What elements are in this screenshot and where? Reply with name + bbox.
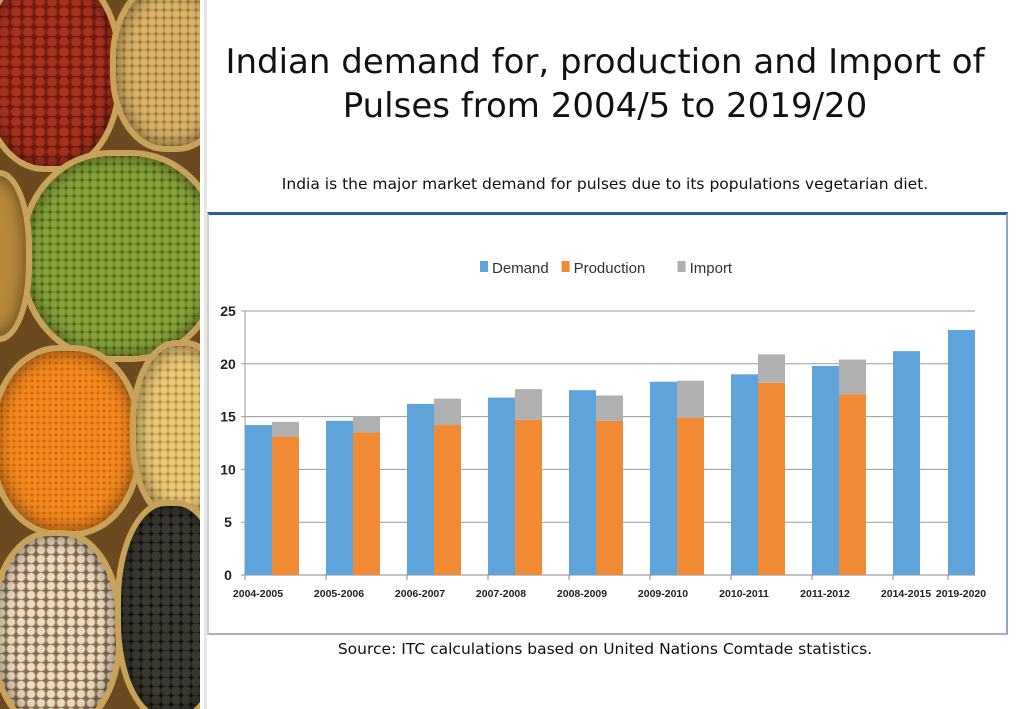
- bar-import: [353, 416, 380, 433]
- pulses-photo: [0, 0, 200, 709]
- x-tick-label: 2011-2012: [800, 588, 850, 600]
- bar-import: [272, 421, 299, 437]
- x-tick-label: 2007-2008: [476, 588, 526, 600]
- y-tick-label: 20: [220, 356, 236, 372]
- bar-import: [515, 389, 542, 420]
- bar-demand: [488, 397, 515, 575]
- y-tick-label: 0: [224, 567, 232, 583]
- bar-production: [515, 419, 542, 575]
- bar-import: [434, 398, 461, 426]
- x-tick-label: 2009-2010: [638, 588, 688, 600]
- bar-production: [272, 436, 299, 575]
- chart-frame: [207, 212, 1008, 635]
- bar-demand: [948, 330, 975, 575]
- bar-demand: [407, 403, 434, 575]
- y-tick-label: 25: [220, 303, 236, 319]
- legend-swatch: [677, 261, 686, 272]
- divider: [204, 0, 207, 709]
- bar-import: [839, 359, 866, 395]
- legend-swatch: [480, 261, 488, 272]
- bar-import: [677, 380, 704, 418]
- x-tick-label: 2006-2007: [395, 588, 445, 600]
- x-tick-label: 2019-2020: [936, 588, 986, 600]
- bar-production: [677, 417, 704, 575]
- title-line-2: Pulses from 2004/5 to 2019/20: [342, 86, 868, 126]
- slide-title: Indian demand for, production and Import…: [210, 40, 1000, 128]
- bar-demand: [326, 420, 353, 575]
- bar-demand: [812, 365, 839, 575]
- bar-production: [434, 425, 461, 575]
- bar-production: [839, 394, 866, 575]
- y-tick-label: 5: [224, 514, 232, 530]
- title-line-1: Indian demand for, production and Import…: [225, 42, 985, 82]
- source-note: Source: ITC calculations based on United…: [337, 640, 873, 658]
- bar-production: [758, 382, 785, 575]
- legend-swatch: [561, 261, 570, 272]
- x-tick-label: 2008-2009: [557, 588, 607, 600]
- bar-production: [353, 432, 380, 575]
- bar-demand: [893, 351, 920, 575]
- bar-demand: [650, 381, 677, 575]
- legend-label-import: Import: [690, 260, 733, 277]
- legend-label-production: Production: [574, 260, 646, 277]
- bar-import: [596, 395, 623, 421]
- bar-import: [758, 354, 785, 383]
- x-tick-label: 2010-2011: [719, 588, 769, 600]
- x-tick-label: 2005-2006: [314, 588, 364, 600]
- x-tick-label: 2014-2015: [881, 588, 931, 600]
- x-tick-label: 2004-2005: [233, 588, 283, 600]
- y-tick-label: 10: [220, 461, 236, 477]
- bar-demand: [731, 374, 758, 575]
- bar-demand: [245, 425, 272, 575]
- slide-subtitle: India is the major market demand for pul…: [281, 175, 929, 193]
- bar-production: [596, 420, 623, 575]
- y-tick-label: 15: [220, 409, 236, 425]
- bar-demand: [569, 390, 596, 575]
- legend-label-demand: Demand: [492, 260, 549, 277]
